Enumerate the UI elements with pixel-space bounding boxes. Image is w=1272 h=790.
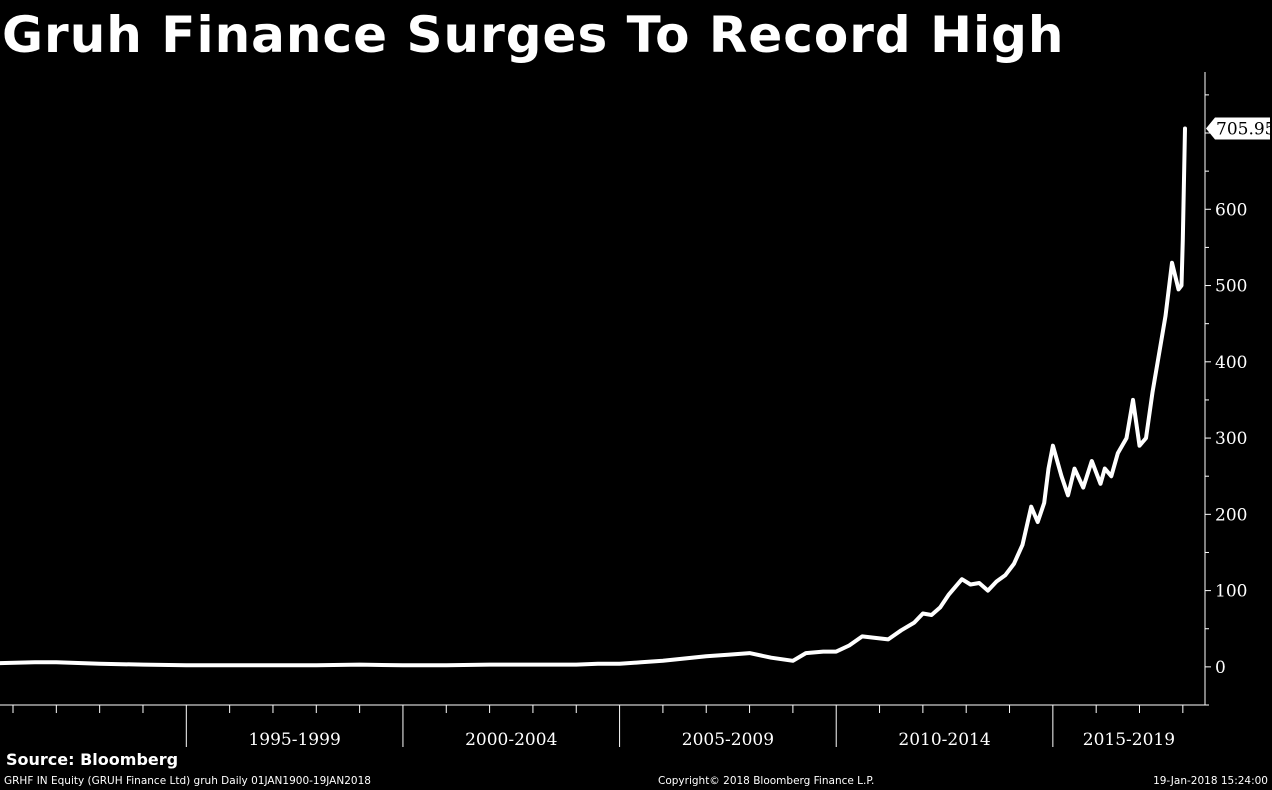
last-value-badge xyxy=(1206,117,1270,140)
x-category-label: 2015-2019 xyxy=(1083,730,1175,750)
chart-title: Gruh Finance Surges To Record High xyxy=(2,6,1065,64)
x-category-label: 2005-2009 xyxy=(682,730,774,750)
footer-security-info: GRHF IN Equity (GRUH Finance Ltd) gruh D… xyxy=(4,775,371,787)
price-series-line xyxy=(0,126,1187,668)
y-tick-label: 400 xyxy=(1215,353,1247,373)
x-category-label: 2010-2014 xyxy=(898,730,990,750)
chart-axes xyxy=(0,72,1206,706)
source-label: Source: Bloomberg xyxy=(6,750,179,769)
x-category-label: 1995-1999 xyxy=(248,730,340,750)
series-group xyxy=(0,126,1187,668)
x-category-label: 2000-2004 xyxy=(465,730,557,750)
y-tick-label: 500 xyxy=(1215,277,1247,297)
y-tick-label: 100 xyxy=(1215,582,1247,602)
last-value-label: 705.95 xyxy=(1216,119,1272,139)
y-tick-label: 600 xyxy=(1215,200,1247,220)
y-axis-ticks: 0 100 200 300 400 500 600 xyxy=(1205,94,1247,706)
last-value-marker: 705.95 xyxy=(1206,117,1272,140)
y-tick-label: 300 xyxy=(1215,429,1247,449)
footer-timestamp: 19-Jan-2018 15:24:00 xyxy=(1153,775,1268,787)
footer-copyright: Copyright© 2018 Bloomberg Finance L.P. xyxy=(658,775,875,787)
x-axis-categories: 1995-1999 2000-2004 2005-2009 2010-2014 2015… xyxy=(12,705,1184,750)
y-tick-label: 200 xyxy=(1215,505,1247,525)
y-tick-label: 0 xyxy=(1215,658,1226,678)
